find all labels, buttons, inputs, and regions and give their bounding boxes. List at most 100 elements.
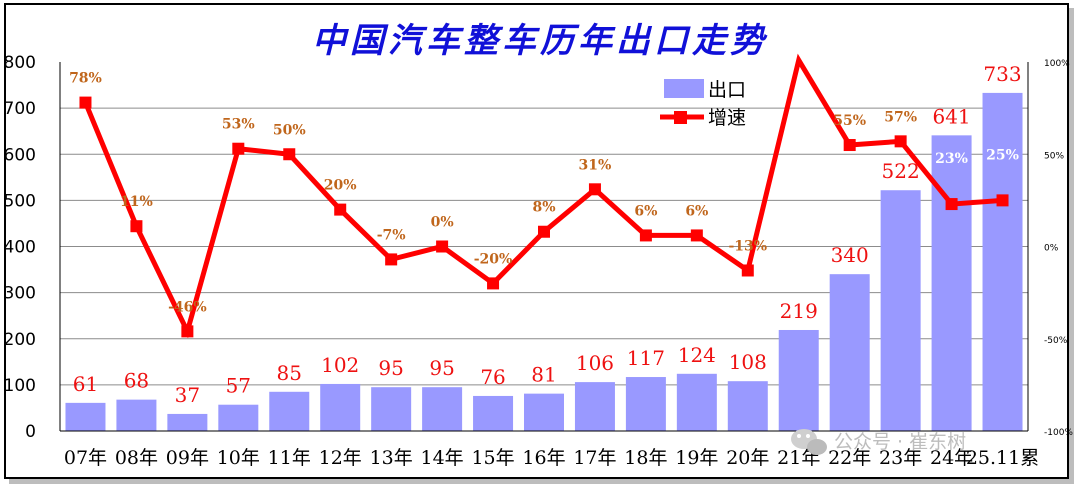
bar-10年 — [218, 404, 259, 431]
rate-value-label: -7% — [377, 227, 406, 243]
y-left-tick-label: 600 — [4, 145, 36, 165]
rate-value-label: 53% — [222, 117, 255, 133]
y-left-tick-label: 300 — [4, 284, 36, 304]
bar-value-label: 76 — [480, 365, 505, 389]
x-tick-label: 13年 — [370, 447, 413, 469]
x-tick-label: 10年 — [217, 447, 260, 469]
rate-value-label: 23% — [935, 151, 968, 167]
bar-value-label: 68 — [124, 369, 149, 393]
rate-marker — [232, 142, 245, 155]
rate-marker — [741, 264, 754, 277]
x-tick-label: 14年 — [421, 447, 464, 469]
x-tick-label: 22年 — [828, 447, 871, 469]
rate-marker — [487, 277, 500, 290]
bar-value-label: 57 — [226, 374, 251, 398]
rate-marker — [538, 225, 550, 238]
rate-value-label: -46% — [168, 299, 207, 315]
x-tick-label: 08年 — [115, 447, 158, 469]
bar-25.11累 — [982, 92, 1023, 431]
rate-marker — [588, 183, 601, 196]
x-tick-label: 17年 — [573, 447, 616, 469]
rate-value-label: 57% — [884, 109, 917, 125]
rate-marker — [130, 220, 143, 233]
x-tick-label: 09年 — [166, 447, 209, 469]
y-left-tick-label: 0 — [25, 422, 36, 442]
y-left-tick-label: 700 — [4, 99, 36, 119]
rate-value-label: 0% — [431, 215, 454, 231]
bar-07年 — [65, 402, 106, 431]
y-right-tick-label: 0% — [1044, 244, 1059, 254]
rate-marker — [639, 229, 652, 242]
x-tick-label: 25.11累 — [966, 447, 1039, 469]
rate-marker — [894, 135, 907, 148]
x-tick-label: 12年 — [319, 447, 362, 469]
y-left-tick-label: 100 — [4, 376, 36, 396]
bar-value-label: 106 — [576, 351, 614, 375]
bar-value-label: 124 — [678, 343, 716, 367]
bar-11年 — [269, 391, 310, 431]
rate-marker — [283, 148, 296, 161]
bar-value-label: 85 — [277, 361, 302, 385]
bar-value-label: 108 — [729, 350, 767, 374]
bar-value-label: 61 — [73, 372, 98, 396]
bar-23年 — [880, 190, 921, 431]
rate-value-label: 25% — [986, 147, 1019, 163]
bar-08年 — [116, 399, 157, 431]
bar-24年 — [931, 135, 972, 431]
x-tick-label: 11年 — [268, 447, 311, 469]
bar-value-label: 641 — [932, 104, 970, 128]
bar-value-label: 81 — [531, 363, 556, 387]
bar-09年 — [167, 413, 208, 431]
y-right-tick-label: 100% — [1044, 59, 1070, 69]
rate-marker — [385, 253, 398, 266]
rate-value-label: -20% — [474, 251, 513, 267]
bar-20年 — [727, 381, 768, 431]
bar-12年 — [320, 383, 361, 431]
rate-value-label: 78% — [69, 71, 102, 87]
rate-marker — [843, 139, 856, 152]
y-left-tick-label: 200 — [4, 330, 36, 350]
rate-marker — [996, 194, 1009, 207]
rate-marker — [945, 198, 958, 211]
y-left-tick-label: 500 — [4, 191, 36, 211]
rate-marker — [436, 240, 449, 253]
watermark: 公众号 · 崔东树 — [791, 429, 966, 455]
chart-title: 中国汽车整车历年出口走势 — [312, 21, 768, 61]
x-tick-label: 15年 — [471, 447, 514, 469]
watermark-text: 公众号 · 崔东树 — [834, 431, 966, 453]
axes: 0 100 200 300 400 500 600 700 800 -100% -50% 0% 50% 1… — [4, 53, 1074, 469]
bar-value-label: 117 — [627, 346, 665, 370]
bar-value-label: 340 — [831, 243, 869, 267]
bar-18年 — [625, 377, 666, 431]
rate-marker — [690, 229, 703, 242]
x-tick-label: 23年 — [879, 447, 922, 469]
bar-17年 — [574, 382, 615, 431]
x-tick-label: 19年 — [675, 447, 718, 469]
x-tick-label: 07年 — [64, 447, 107, 469]
y-right-tick-label: -50% — [1044, 336, 1068, 346]
rate-value-label: 20% — [324, 178, 357, 194]
wechat-icon — [791, 429, 827, 455]
y-left-tick-label: 800 — [4, 53, 36, 73]
rate-marker — [79, 96, 92, 109]
y-left-tick-label: 400 — [4, 238, 36, 258]
rate-line — [79, 53, 1009, 339]
x-tick-label: 21年 — [777, 447, 820, 469]
bar-14年 — [422, 387, 463, 431]
bar-13年 — [371, 387, 412, 431]
legend-label-export: 出口 — [708, 79, 746, 101]
rate-value-label: -13% — [728, 238, 767, 254]
bar-22年 — [829, 274, 870, 431]
legend-label-rate: 增速 — [708, 107, 746, 129]
legend-swatch-rate-marker — [674, 111, 687, 124]
legend: 出口 增速 — [660, 79, 746, 129]
data-labels: 61 68 37 57 85 102 95 95 76 81 106 117 124 108 219 340 5… — [69, 62, 1022, 407]
x-tick-label: 20年 — [726, 447, 769, 469]
rate-value-label: 50% — [273, 122, 306, 138]
bar-value-label: 95 — [429, 356, 454, 380]
rate-value-label: 6% — [685, 203, 708, 219]
rate-value-label: 6% — [634, 203, 657, 219]
legend-swatch-export — [664, 79, 704, 98]
